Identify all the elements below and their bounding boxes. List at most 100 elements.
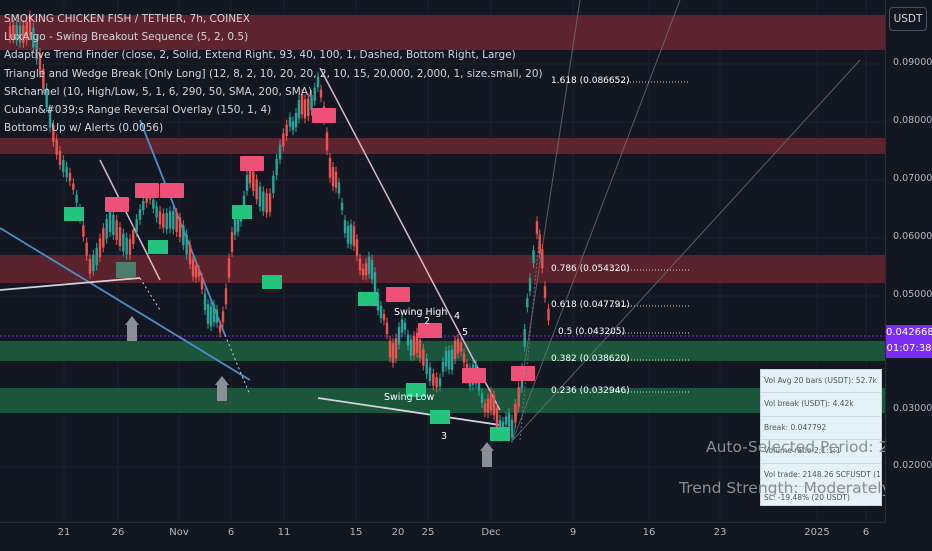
candle-body: [313, 87, 316, 101]
fib-level-0236: 0.236 (0.032946): [551, 386, 630, 396]
candle-body: [200, 277, 204, 290]
candle-body: [456, 338, 460, 354]
candle-body: [352, 226, 356, 246]
candle-body: [349, 224, 353, 245]
candle-body: [115, 220, 118, 240]
candle-body: [28, 15, 32, 36]
candle-body: [489, 392, 493, 411]
candle-body: [441, 361, 445, 372]
candle-body: [191, 259, 195, 277]
candle-body: [65, 166, 68, 178]
current-price-tag: 0.042668 01:07:38: [886, 325, 932, 358]
candle-body: [221, 311, 225, 323]
stop-loss-row: SL: -19.48% (20 USDT): [764, 492, 850, 502]
candle-body: [535, 221, 539, 235]
candle-body: [528, 278, 532, 292]
candle-body: [185, 234, 188, 255]
symbol-title[interactable]: SMOKING CHICKEN FISH / TETHER, 7h, COINE…: [4, 13, 250, 25]
candle-body: [370, 259, 374, 280]
time-axis[interactable]: [0, 522, 885, 551]
candlesticks: [8, 10, 550, 443]
candle-body: [394, 338, 398, 359]
candle-body: [450, 349, 454, 370]
candle-body: [480, 393, 484, 404]
volume-info-panel: Vol Avg 20 bars (USDT): 52.7k Vol break …: [760, 369, 882, 506]
candle-body: [227, 258, 231, 278]
candle-body: [334, 171, 338, 188]
fib-level-0786: 0.786 (0.054320): [551, 264, 630, 274]
candle-body: [510, 419, 514, 438]
fib-level-1618: 1.618 (0.086652): [551, 76, 630, 86]
candle-body: [367, 256, 371, 274]
candle-body: [307, 98, 310, 116]
candle-body: [105, 218, 108, 239]
candle-body: [135, 219, 138, 232]
resistance-zone-top: [0, 15, 885, 50]
candle-body: [145, 196, 148, 203]
indicator-bottoms-up[interactable]: Bottoms Up w/ Alerts (0.0056): [4, 122, 164, 135]
candle-body: [282, 133, 285, 147]
candle-body: [303, 99, 307, 119]
support-zone-1: [0, 341, 885, 361]
candle-body: [507, 412, 511, 427]
candle-body: [477, 375, 481, 391]
candle-body: [248, 164, 252, 184]
candle-body: [206, 304, 210, 324]
trend-strength-label: Trend Strength: Moderately Strong: [679, 479, 932, 497]
candle-body: [255, 179, 258, 200]
candle-body: [218, 325, 222, 333]
candle-body: [462, 353, 466, 363]
indicator-cuban-range[interactable]: Cuban&#039;s Range Reversal Overlay (150…: [4, 103, 272, 116]
candle-body: [118, 227, 122, 247]
candle-body: [403, 322, 407, 330]
candle-body: [432, 373, 435, 386]
vol-trade-row: Vol trade: 2148.26 SCFUSDT (103 USDT): [761, 464, 881, 487]
candle-body: [382, 313, 386, 321]
auto-period-label: Auto-Selected Period: 20: [706, 438, 899, 456]
candle-body: [68, 172, 72, 182]
dotted-line-1: [139, 277, 161, 311]
candle-body: [252, 171, 255, 192]
resistance-zone-3: [0, 255, 885, 283]
volume-ratio-row: Volume ratio 2:1:1:1: [761, 440, 881, 464]
indicator-triangle-wedge[interactable]: Triangle and Wedge Break [Only Long] (12…: [4, 67, 543, 80]
candle-body: [32, 27, 35, 48]
indicator-srchannel[interactable]: SRchannel (10, High/Low, 5, 1, 6, 290, 5…: [4, 85, 313, 98]
candle-body: [178, 217, 182, 238]
candle-body: [364, 263, 368, 276]
candle-body: [543, 286, 547, 298]
bottom-arrows: [125, 316, 494, 467]
candle-body: [194, 265, 198, 278]
candle-body: [355, 239, 359, 256]
candle-body: [245, 175, 249, 191]
candle-body: [453, 340, 457, 360]
time-tick: 23: [713, 527, 727, 538]
candle-body: [62, 159, 65, 173]
candle-body: [52, 125, 55, 142]
currency-button[interactable]: USDT: [889, 7, 927, 31]
candle-body: [272, 175, 275, 194]
candle-body: [316, 76, 320, 88]
candle-body: [435, 377, 438, 388]
wave-label-2: 2: [424, 316, 431, 327]
price-chart[interactable]: [0, 0, 885, 522]
time-tick: 16: [642, 527, 656, 538]
candle-body: [275, 158, 278, 176]
candle-body: [538, 234, 541, 254]
indicator-swing-breakout[interactable]: LuxAlgo - Swing Breakout Sequence (5, 2,…: [4, 31, 249, 44]
candle-body: [361, 268, 365, 275]
indicator-adaptive-trend[interactable]: Adaptive Trend Finder (close, 2, Solid, …: [4, 49, 516, 62]
candle-body: [88, 259, 92, 274]
breakout-arrow: [519, 229, 541, 441]
vol-avg-row: Vol Avg 20 bars (USDT): 52.7k: [761, 370, 881, 394]
resistance-zone-2: [0, 138, 885, 154]
candle-body: [242, 195, 246, 207]
candle-body: [35, 39, 38, 60]
price-scale[interactable]: [885, 0, 932, 522]
swing-low-line: [317, 397, 501, 426]
candle-body: [444, 351, 448, 367]
